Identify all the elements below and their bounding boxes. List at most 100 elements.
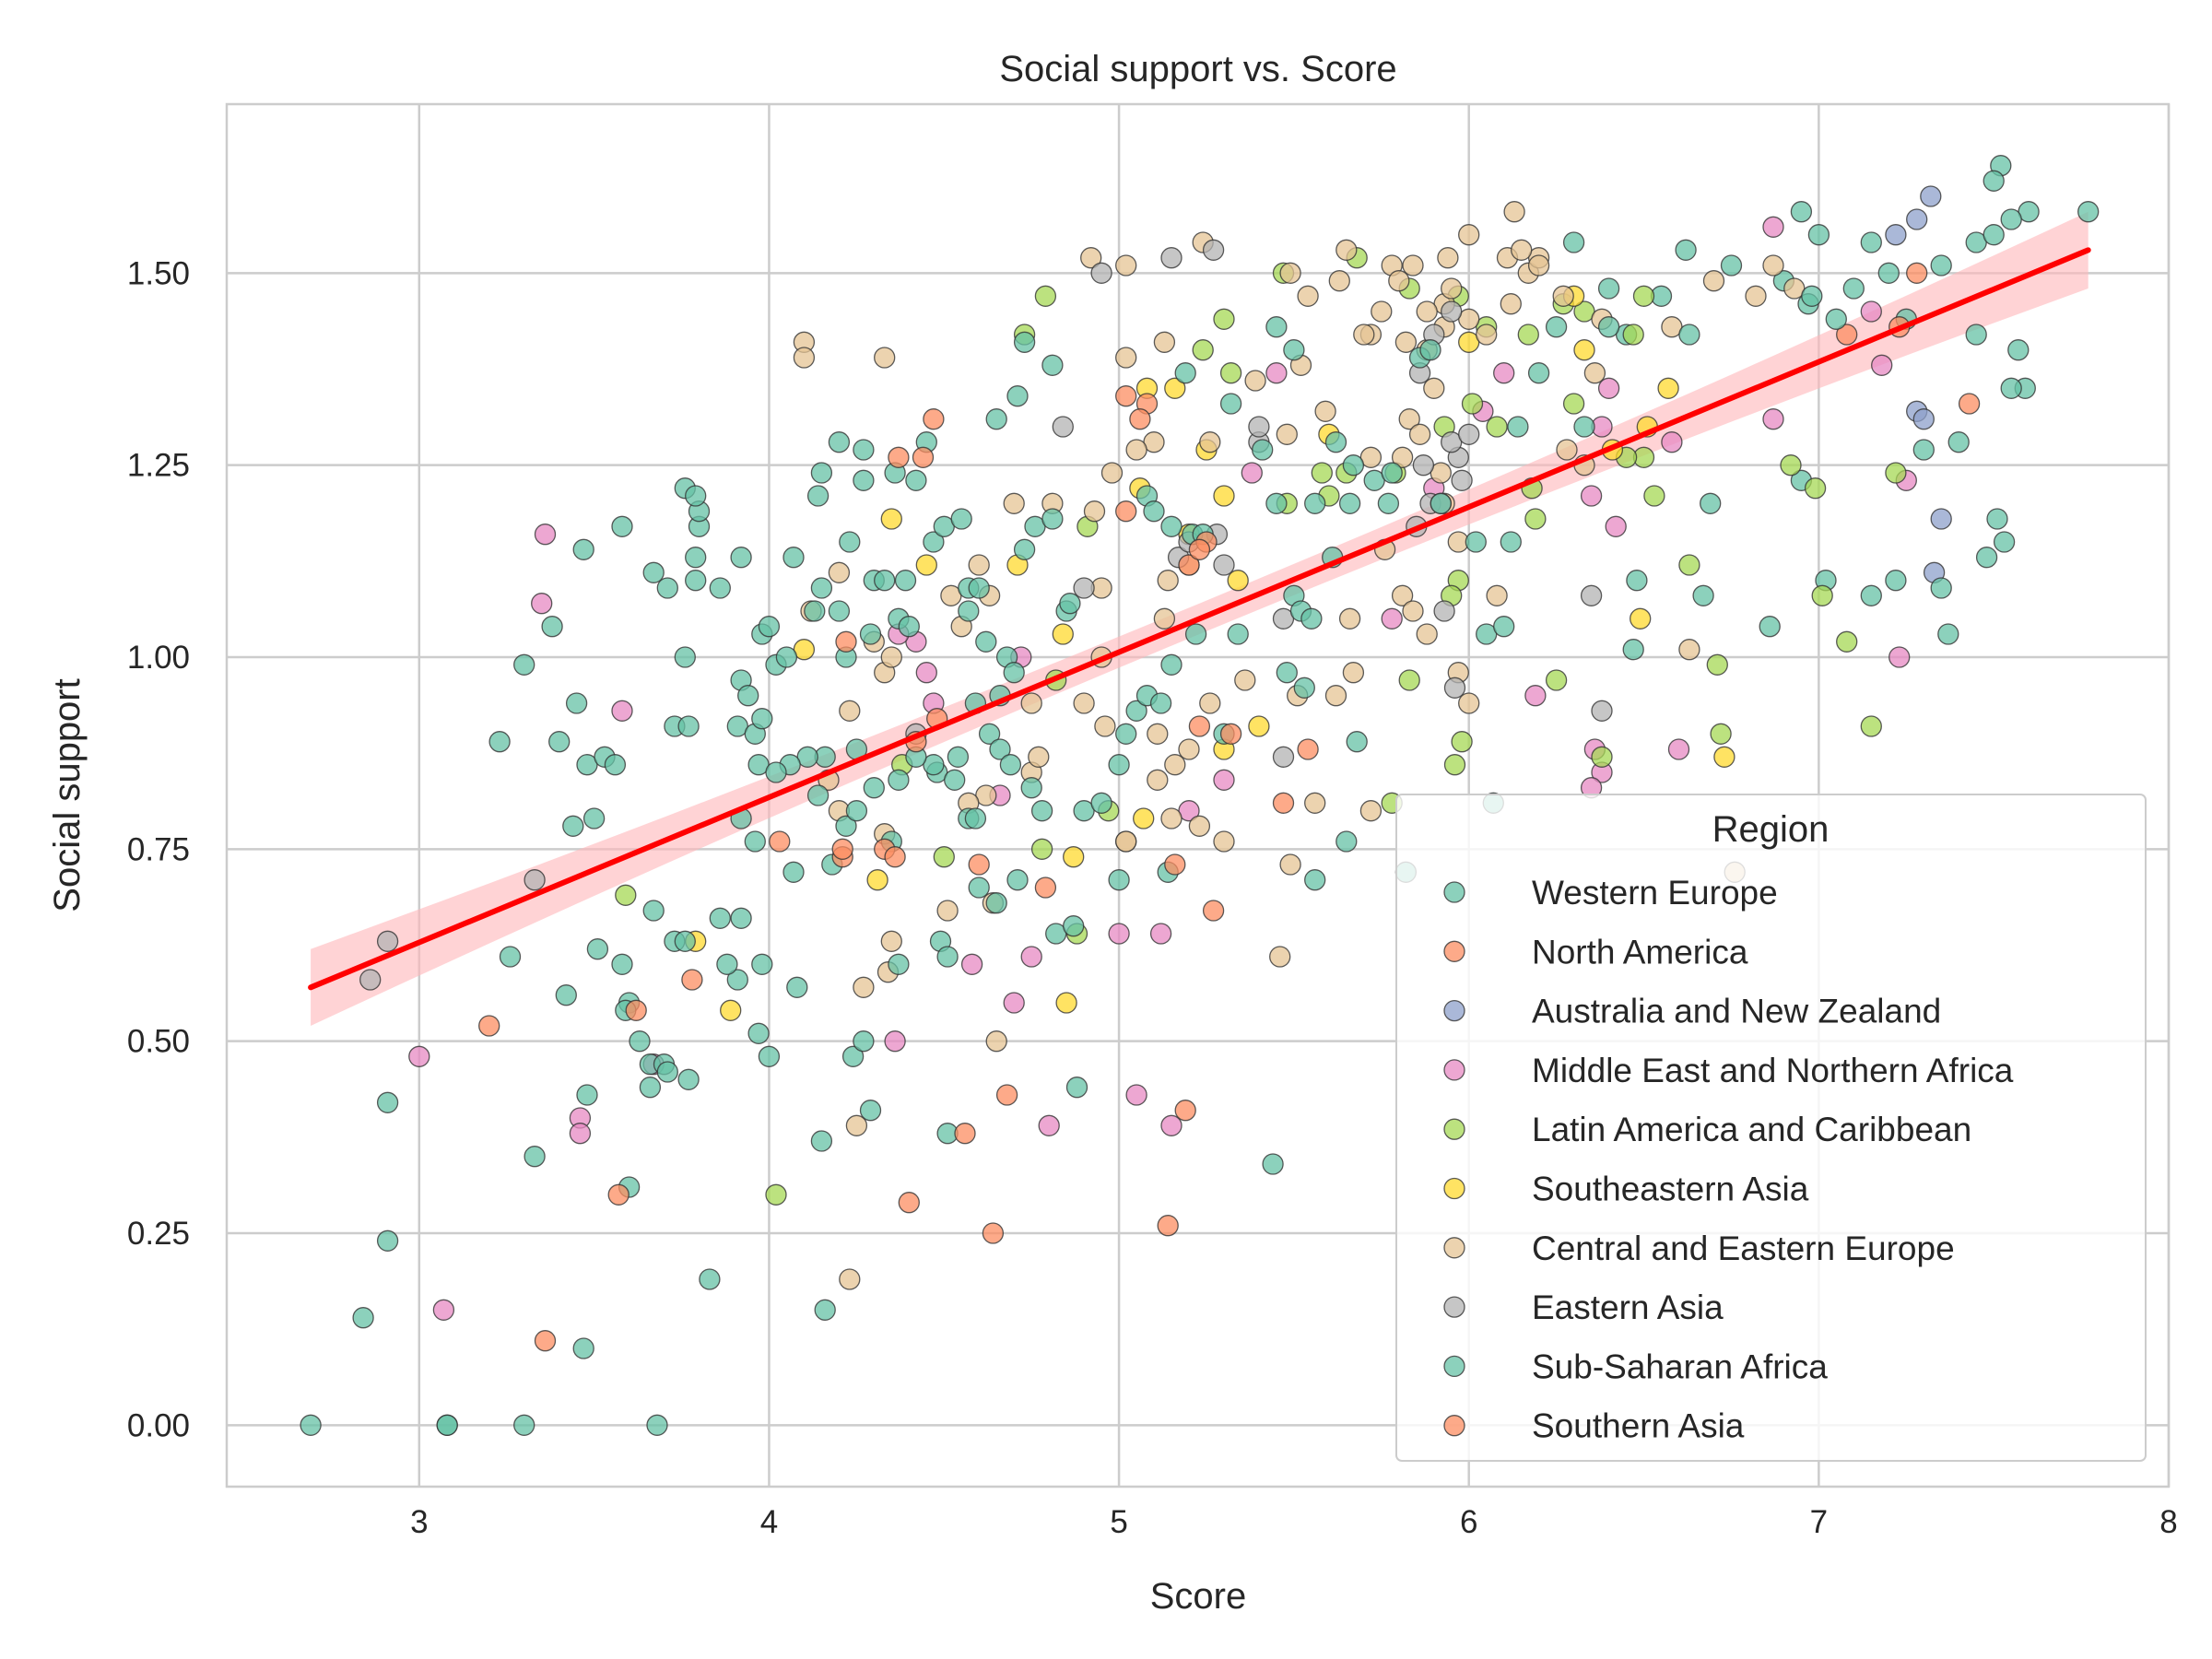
data-point-sub-saharan-africa [1065, 1077, 1088, 1099]
data-point-sub-saharan-africa [572, 1337, 594, 1359]
data-point-sub-saharan-africa [806, 784, 830, 806]
data-point-sub-saharan-africa [685, 485, 707, 507]
data-point-southeastern-asia [1164, 377, 1186, 399]
legend-label-north-america: North America [1532, 933, 1748, 971]
data-point-southern-asia [1115, 385, 1137, 407]
legend-marker-north-america [1443, 940, 1465, 962]
x-tick-label: 4 [760, 1504, 778, 1540]
data-point-north-america [1906, 262, 1928, 284]
data-point-western-europe [1790, 201, 1813, 223]
legend-marker-sub-saharan-africa [1443, 1355, 1465, 1378]
data-point-sub-saharan-africa [677, 1068, 700, 1090]
data-point-sub-saharan-africa [639, 1077, 662, 1099]
legend-label-southern-asia: Southern Asia [1532, 1407, 1745, 1445]
data-point-latin-america-and-caribbean [1780, 454, 1802, 477]
data-point-latin-america-and-caribbean [933, 846, 955, 868]
data-point-southern-asia [831, 838, 853, 860]
data-point-central-and-eastern-europe [1353, 324, 1375, 346]
data-point-western-europe [1842, 277, 1865, 300]
data-point-southern-asia [1188, 538, 1211, 560]
data-point-australia-and-new-zealand [1930, 508, 1952, 530]
data-point-sub-saharan-africa [1304, 492, 1326, 514]
data-point-southern-asia [1164, 853, 1186, 876]
data-point-sub-saharan-africa [709, 577, 731, 599]
data-point-sub-saharan-africa [1622, 639, 1644, 661]
data-point-sub-saharan-africa [1573, 416, 1595, 438]
data-point-sub-saharan-africa [562, 815, 584, 837]
data-point-central-and-eastern-europe [1437, 247, 1459, 269]
y-tick-label: 1.25 [127, 448, 190, 484]
data-point-southeastern-asia [720, 999, 742, 1021]
data-point-sub-saharan-africa [810, 462, 833, 484]
data-point-north-america [1836, 324, 1858, 346]
data-point-southeastern-asia [1213, 485, 1235, 507]
data-point-central-and-eastern-europe [1394, 331, 1418, 353]
data-point-central-and-eastern-europe [1762, 254, 1784, 276]
data-point-eastern-asia [1441, 300, 1463, 323]
legend-label-australia-and-new-zealand: Australia and New Zealand [1532, 993, 1941, 1030]
data-point-southern-asia [982, 1222, 1005, 1244]
data-point-sub-saharan-africa [1227, 623, 1249, 645]
data-point-sub-saharan-africa [1300, 607, 1323, 629]
data-point-latin-america-and-caribbean [1034, 285, 1057, 307]
data-point-sub-saharan-africa [978, 723, 1001, 745]
data-point-southern-asia [681, 969, 703, 991]
data-point-central-and-eastern-europe [1745, 285, 1767, 307]
data-point-sub-saharan-africa [1430, 492, 1452, 514]
data-point-central-and-eastern-europe [1402, 600, 1424, 622]
data-point-central-and-eastern-europe [1552, 285, 1574, 307]
data-point-western-europe [1986, 508, 2008, 530]
data-point-latin-america-and-caribbean [1836, 630, 1858, 653]
data-point-sub-saharan-africa [1545, 316, 1568, 338]
data-point-sub-saharan-africa [576, 1084, 598, 1106]
data-point-sub-saharan-africa [989, 738, 1011, 760]
data-point-central-and-eastern-europe [1583, 362, 1606, 384]
data-point-southern-asia [1297, 738, 1319, 760]
data-point-central-and-eastern-europe [1458, 224, 1480, 246]
data-point-southeastern-asia [1713, 746, 1735, 768]
data-point-central-and-eastern-europe [1279, 262, 1301, 284]
data-point-latin-america-and-caribbean [1030, 838, 1053, 860]
data-point-central-and-eastern-europe [1416, 623, 1438, 645]
data-point-central-and-eastern-europe [1157, 570, 1179, 592]
data-point-latin-america-and-caribbean [1710, 723, 1732, 745]
data-point-central-and-eastern-europe [1080, 247, 1102, 269]
y-tick-label: 1.00 [127, 640, 190, 676]
legend-marker-latin-america-and-caribbean [1443, 1118, 1465, 1140]
data-point-central-and-eastern-europe [1073, 692, 1095, 714]
data-point-sub-saharan-africa [1265, 492, 1288, 514]
data-point-western-europe [2077, 201, 2100, 223]
data-point-sub-saharan-africa [685, 570, 707, 592]
data-point-sub-saharan-africa [1493, 616, 1515, 638]
data-point-southeastern-asia [1248, 715, 1270, 737]
data-point-southeastern-asia [1227, 570, 1249, 592]
y-tick-label: 0.00 [127, 1407, 190, 1443]
data-point-sub-saharan-africa [674, 646, 696, 668]
data-point-sub-saharan-africa [894, 570, 917, 592]
data-point-western-europe [1807, 224, 1830, 246]
data-point-southern-asia [912, 446, 935, 468]
data-point-central-and-eastern-europe [1153, 607, 1176, 629]
data-point-central-and-eastern-europe [1020, 692, 1042, 714]
data-point-central-and-eastern-europe [1199, 431, 1221, 453]
data-point-sub-saharan-africa [1108, 754, 1130, 776]
data-point-sub-saharan-africa [1527, 362, 1550, 384]
data-point-sub-saharan-africa [810, 1130, 833, 1152]
legend-marker-western-europe [1443, 881, 1465, 903]
data-point-central-and-eastern-europe [1678, 639, 1700, 661]
data-point-central-and-eastern-europe [1391, 446, 1414, 468]
data-point-latin-america-and-caribbean [1451, 731, 1473, 753]
data-point-sub-saharan-africa [810, 577, 833, 599]
legend-marker-southern-asia [1443, 1415, 1465, 1437]
data-point-central-and-eastern-europe [1244, 370, 1266, 392]
data-point-southern-asia [1157, 1215, 1179, 1237]
x-tick-label: 3 [410, 1504, 428, 1540]
data-point-southeastern-asia [1573, 339, 1595, 361]
data-point-sub-saharan-africa [936, 946, 959, 968]
data-point-latin-america-and-caribbean [1461, 393, 1484, 415]
data-point-sub-saharan-africa [1304, 869, 1326, 891]
data-point-sub-saharan-africa [524, 1146, 546, 1168]
data-point-latin-america-and-caribbean [1643, 485, 1665, 507]
data-point-australia-and-new-zealand [1885, 224, 1907, 246]
data-point-central-and-eastern-europe [1527, 254, 1550, 276]
